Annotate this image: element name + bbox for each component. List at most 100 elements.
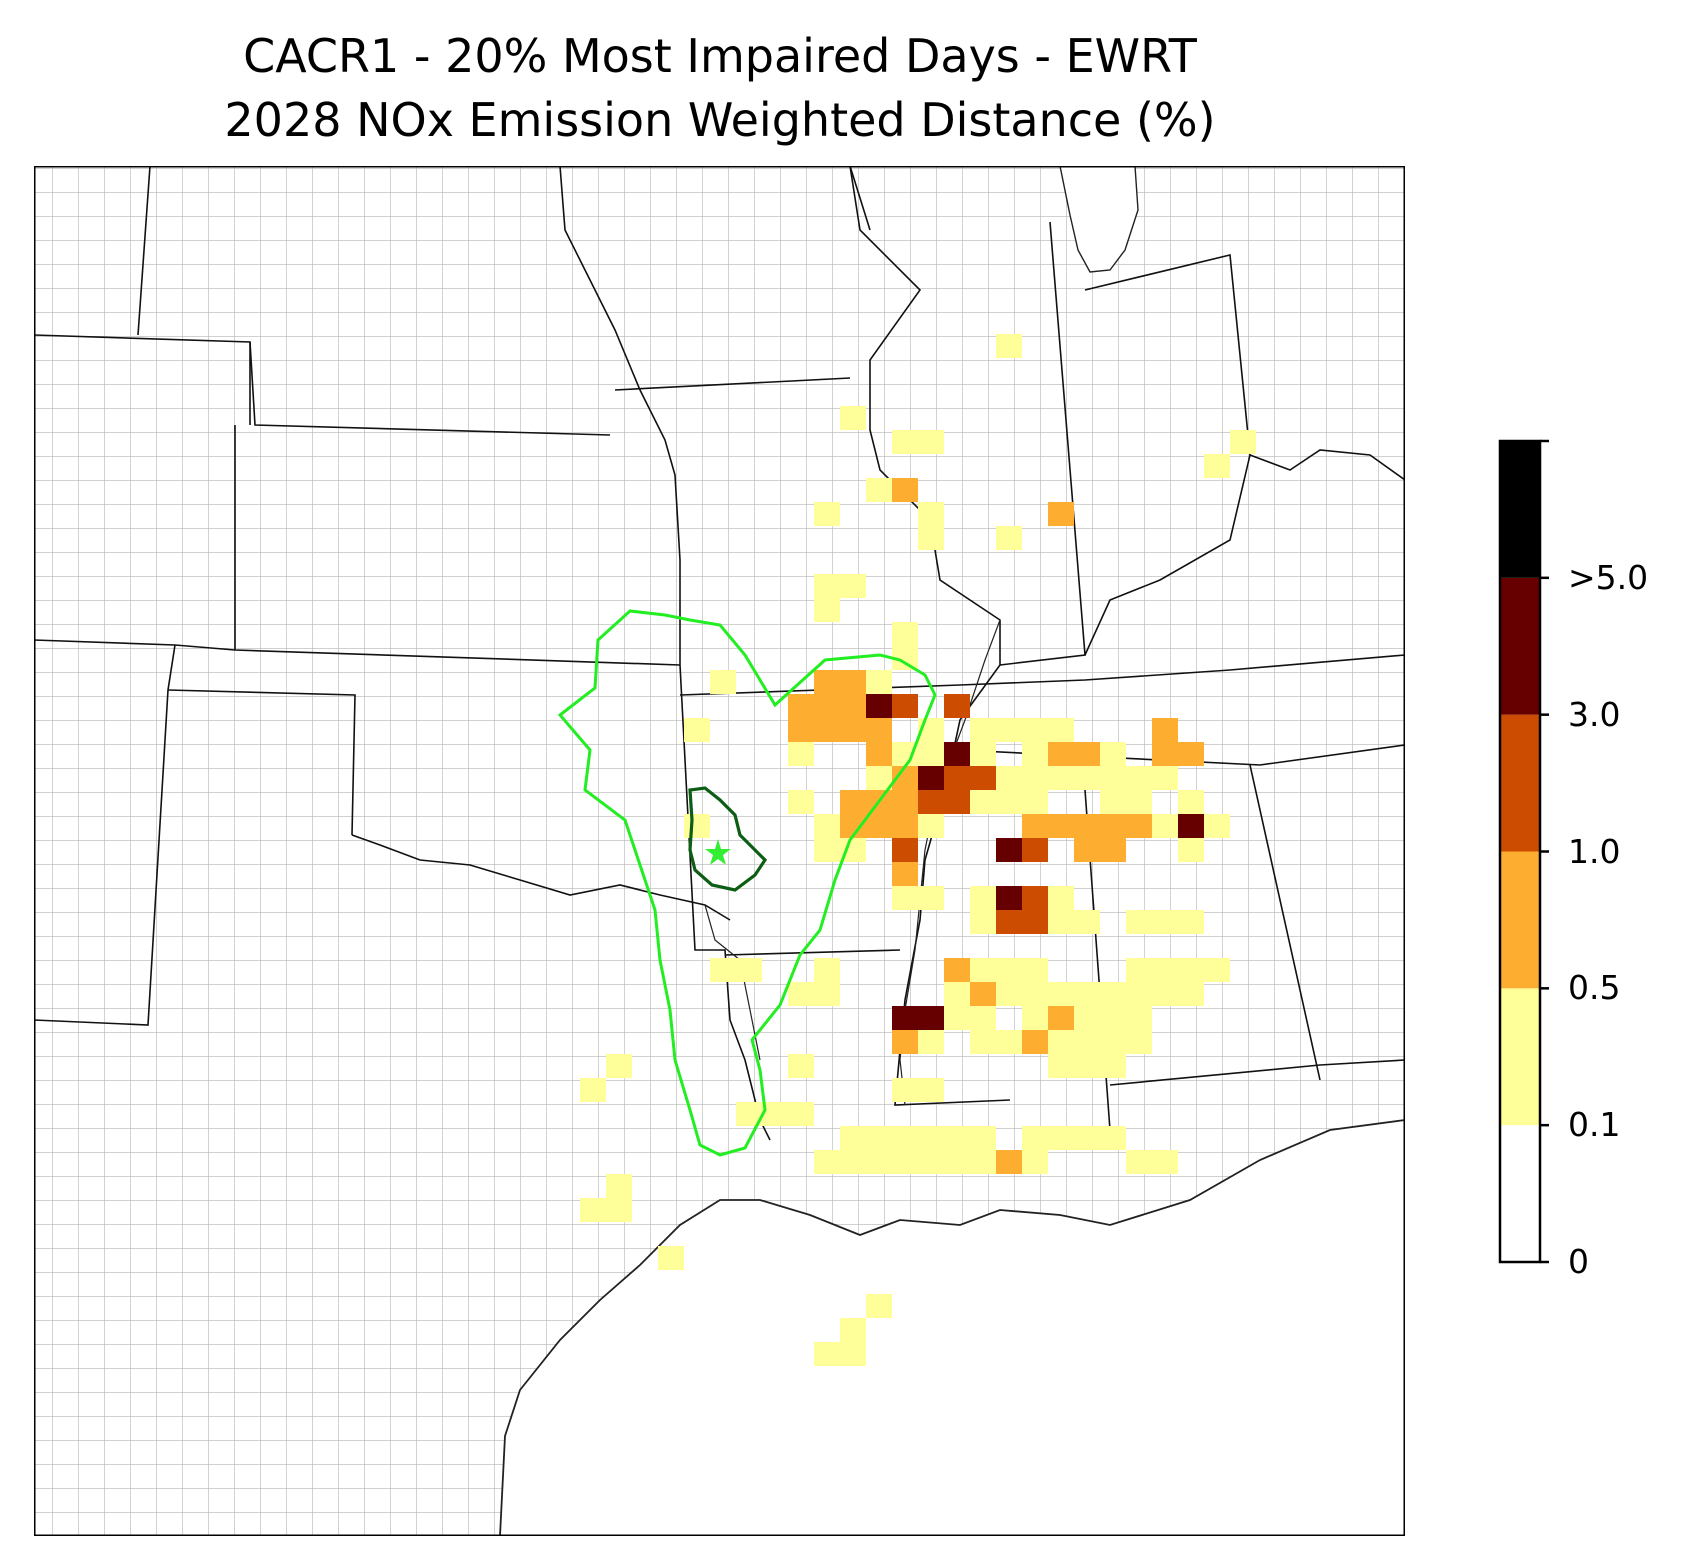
emission-cell (866, 814, 892, 838)
emission-cell (606, 1174, 632, 1198)
emission-cell (1126, 982, 1152, 1006)
emission-cell (1074, 1030, 1100, 1054)
emission-cell (866, 766, 892, 790)
emission-cell (1074, 910, 1100, 934)
emission-cell (970, 1006, 996, 1030)
emission-cell (1022, 1006, 1048, 1030)
colorbar (1498, 439, 1549, 1264)
emission-cell (892, 478, 918, 502)
emission-cell (892, 622, 918, 646)
emission-cell (944, 766, 970, 790)
emission-cell (580, 1078, 606, 1102)
emission-cell (814, 598, 840, 622)
emission-cell (996, 334, 1022, 358)
emission-cell (970, 790, 996, 814)
emission-cell (866, 694, 892, 718)
emission-cell (1152, 814, 1178, 838)
gulf-coastline (499, 1119, 1405, 1536)
emission-cell (918, 814, 944, 838)
emission-cell (1152, 982, 1178, 1006)
emission-cell (788, 1102, 814, 1126)
emission-cell (1074, 982, 1100, 1006)
emission-cell (1048, 718, 1074, 742)
emission-cell (814, 958, 840, 982)
colorbar-tick-label: 1.0 (1568, 831, 1621, 871)
emission-cell (1152, 958, 1178, 982)
emission-cell (892, 694, 918, 718)
emission-cell (1022, 742, 1048, 766)
emission-cell (814, 1150, 840, 1174)
emission-cell (606, 1054, 632, 1078)
emission-cell (840, 718, 866, 742)
emission-cell (684, 718, 710, 742)
emission-cell (1022, 886, 1048, 910)
inner-contour (688, 786, 768, 892)
emission-cell (892, 814, 918, 838)
emission-cell (1074, 1054, 1100, 1078)
emission-cell (1074, 1006, 1100, 1030)
emission-cell (1204, 454, 1230, 478)
colorbar-segment (1500, 577, 1540, 715)
emission-cell (944, 958, 970, 982)
emission-cell (1126, 1030, 1152, 1054)
colorbar-tick-label: 0.1 (1568, 1105, 1621, 1145)
emission-cell (866, 1294, 892, 1318)
emission-cell (1048, 1126, 1074, 1150)
emission-cell (606, 1198, 632, 1222)
emission-cell (1048, 886, 1074, 910)
emission-cell (840, 694, 866, 718)
emission-cell (866, 1126, 892, 1150)
emission-cell (1022, 790, 1048, 814)
emission-cell (1178, 790, 1204, 814)
emission-cell (814, 1342, 840, 1366)
emission-cell (814, 502, 840, 526)
emission-cell (996, 886, 1022, 910)
emission-cell (1100, 814, 1126, 838)
emission-cell (892, 1150, 918, 1174)
emission-cell (684, 814, 710, 838)
emission-cell (1022, 838, 1048, 862)
emission-cell (970, 1030, 996, 1054)
emission-cell (1126, 814, 1152, 838)
emission-cell (1022, 1030, 1048, 1054)
emission-cell (996, 838, 1022, 862)
emission-cell (1048, 814, 1074, 838)
emission-cell (918, 526, 944, 550)
emission-cell (1048, 1030, 1074, 1054)
emission-cell (996, 526, 1022, 550)
emission-cell (1074, 742, 1100, 766)
emission-cell (1126, 910, 1152, 934)
emission-cell (658, 1246, 684, 1270)
emission-cell (1100, 1030, 1126, 1054)
emission-cell (814, 670, 840, 694)
emission-cell (866, 742, 892, 766)
emission-cell (944, 742, 970, 766)
emission-cell (1074, 814, 1100, 838)
emission-cell (1100, 766, 1126, 790)
emission-cell (814, 574, 840, 598)
emission-cell (918, 1150, 944, 1174)
emission-cell (1178, 814, 1204, 838)
emission-cell (762, 1102, 788, 1126)
emission-cell (788, 718, 814, 742)
emission-cell (1126, 958, 1152, 982)
emission-cell (866, 718, 892, 742)
emission-cell (1100, 982, 1126, 1006)
emission-cell (970, 718, 996, 742)
emission-cell (892, 1078, 918, 1102)
emission-cell (840, 1150, 866, 1174)
colorbar-segment (1500, 851, 1540, 989)
emission-cell (1048, 502, 1074, 526)
emission-cell (1152, 910, 1178, 934)
emission-cell (736, 958, 762, 982)
emission-cell (1100, 1054, 1126, 1078)
emission-cell (996, 790, 1022, 814)
emission-cell (1100, 1006, 1126, 1030)
emission-cell (918, 1006, 944, 1030)
emission-cell (996, 1150, 1022, 1174)
emission-cell (918, 742, 944, 766)
emission-cell (1152, 766, 1178, 790)
emission-cell (918, 430, 944, 454)
emission-cell (1022, 766, 1048, 790)
